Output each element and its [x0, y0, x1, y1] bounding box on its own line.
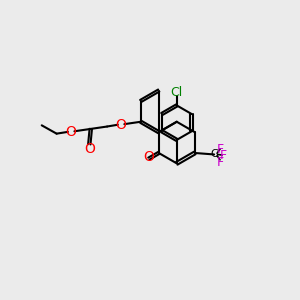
Text: O: O — [116, 118, 126, 132]
Text: O: O — [65, 125, 76, 139]
Text: Cl: Cl — [171, 86, 183, 99]
Text: F: F — [219, 149, 226, 162]
Text: O: O — [84, 142, 95, 155]
Text: F: F — [217, 156, 224, 169]
Text: F: F — [217, 142, 224, 156]
Text: O: O — [143, 150, 154, 164]
Text: C: C — [211, 149, 219, 160]
